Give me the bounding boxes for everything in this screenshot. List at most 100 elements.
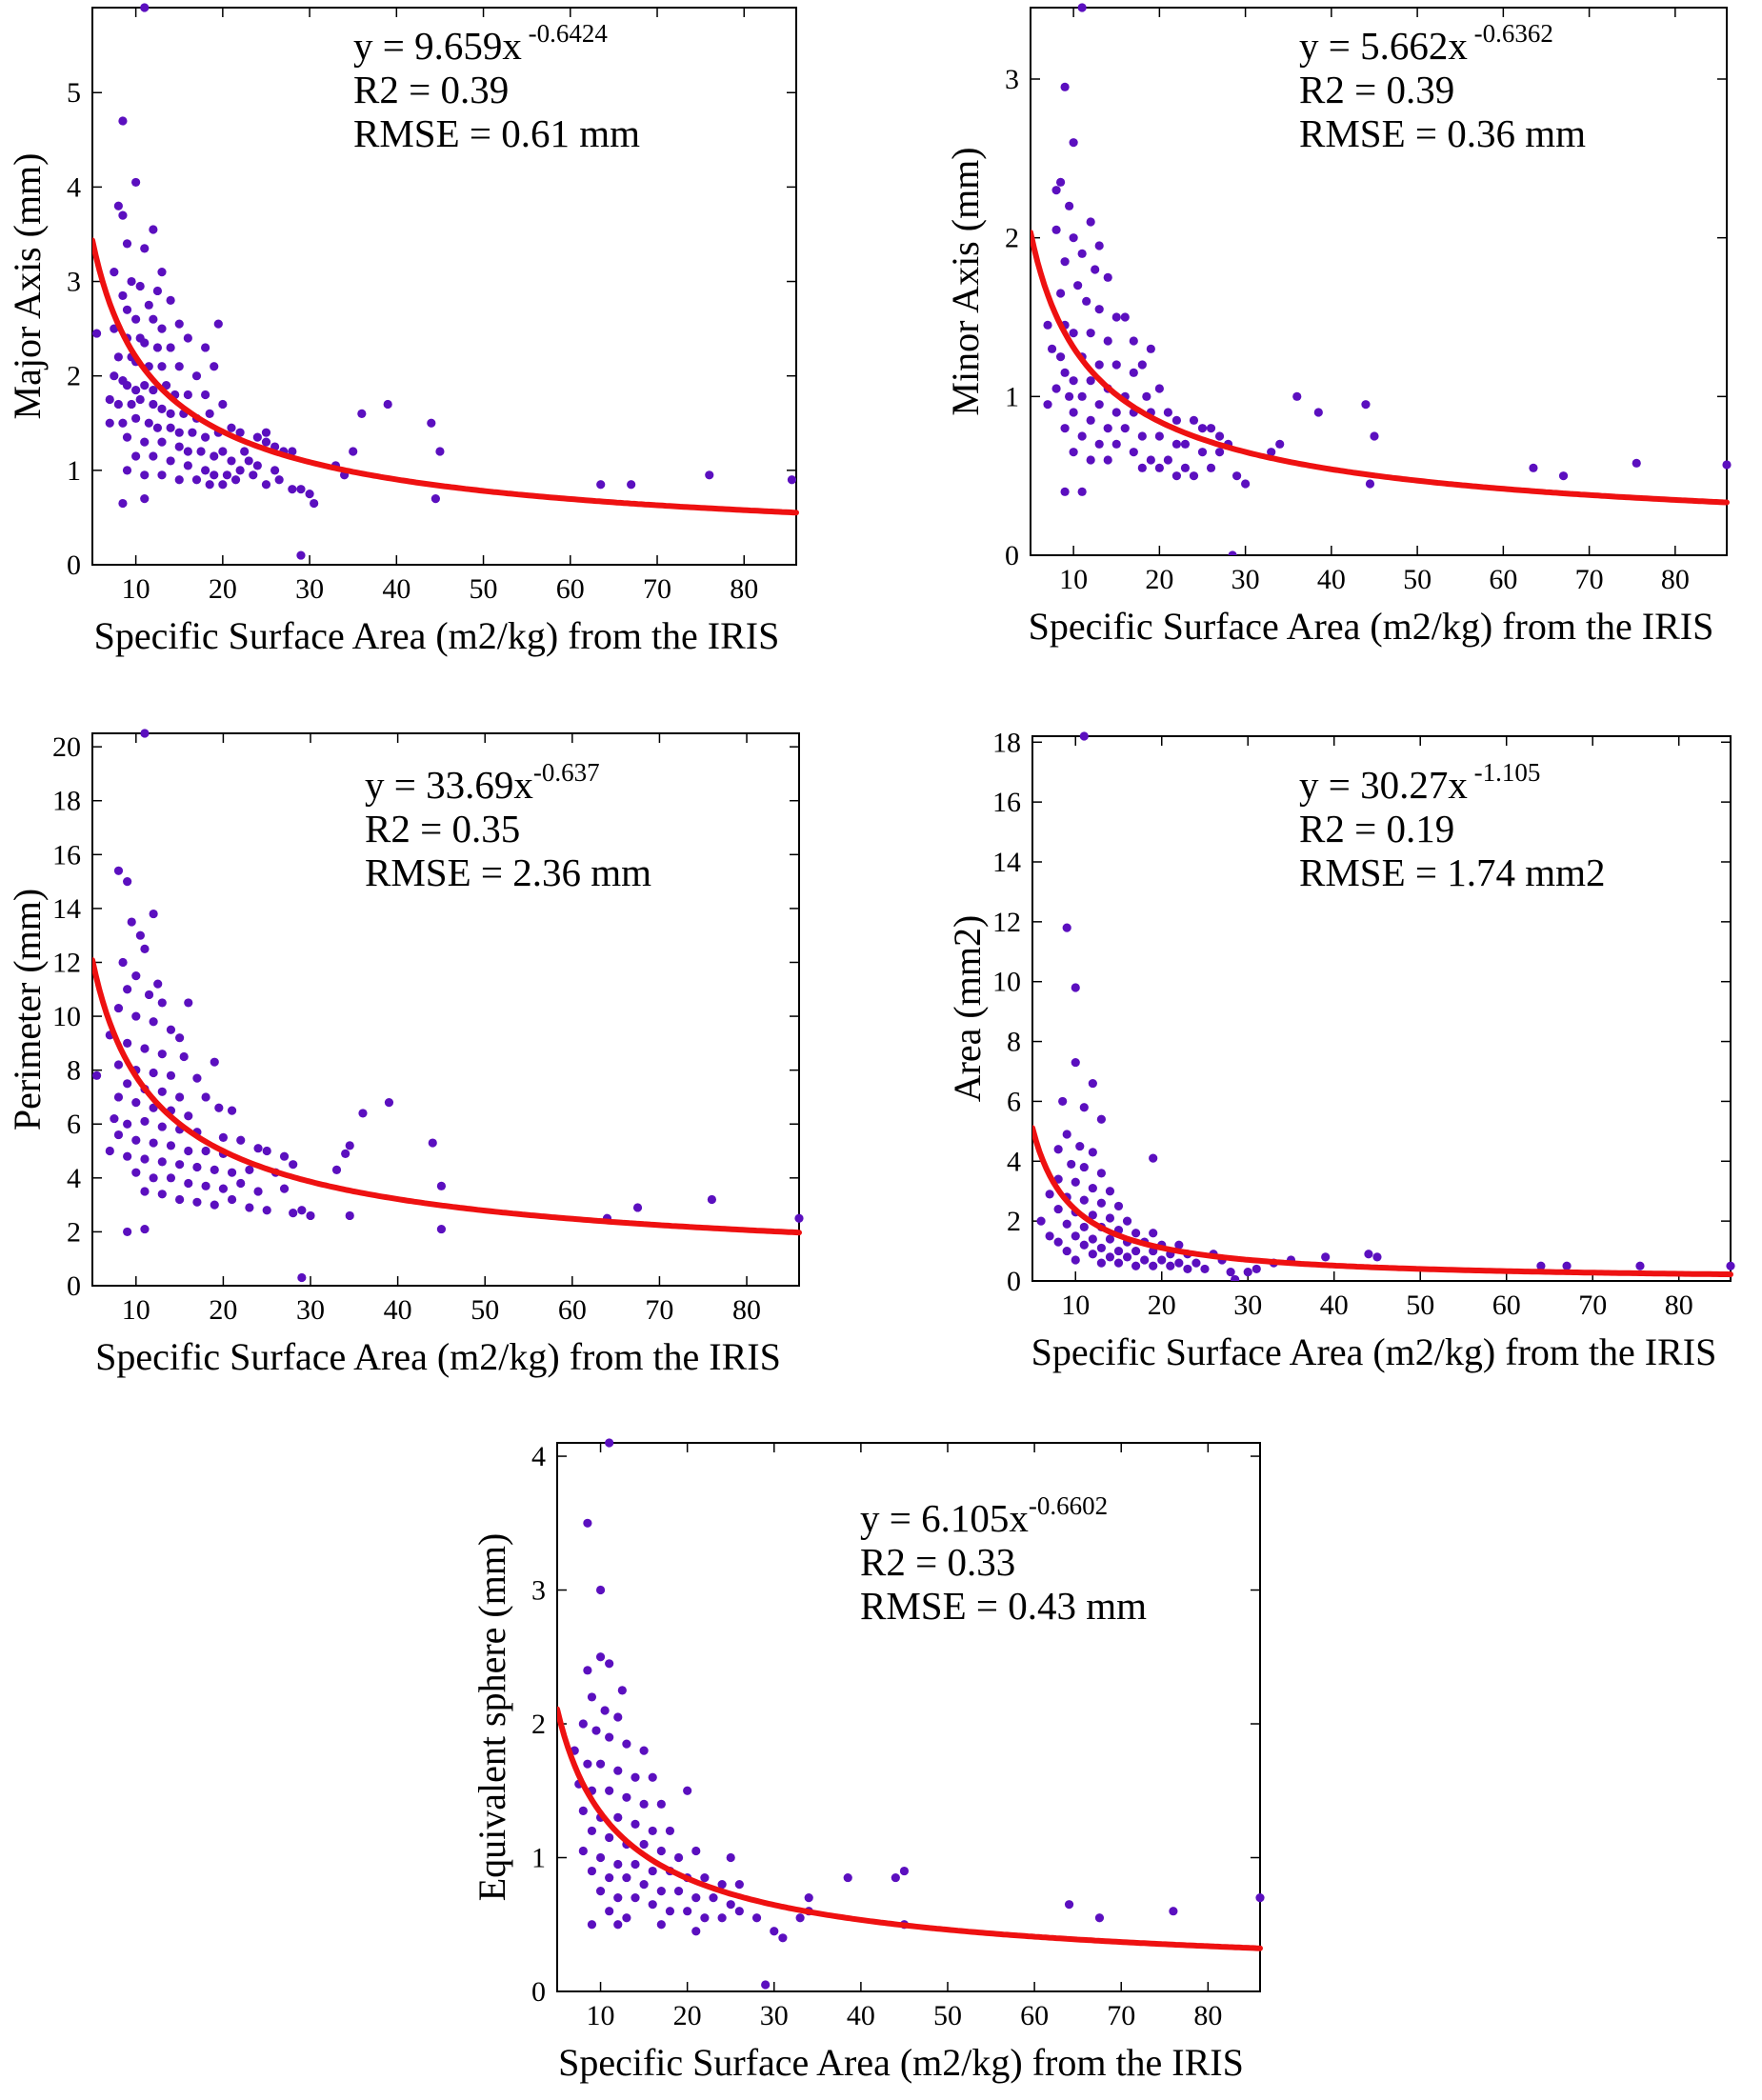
- data-point: [1129, 448, 1138, 457]
- data-point: [113, 399, 123, 410]
- data-point: [622, 1913, 631, 1923]
- data-point: [1131, 1246, 1141, 1256]
- data-point: [149, 909, 158, 919]
- y-tick-label: 4: [67, 1163, 81, 1194]
- fit-equation: y = 30.27x -1.105: [1299, 758, 1540, 807]
- data-point: [1174, 1258, 1184, 1268]
- data-point: [288, 447, 297, 456]
- x-axis-label: Specific Surface Area (m2/kg) from the I…: [1031, 1330, 1717, 1373]
- data-point: [210, 1165, 219, 1174]
- y-tick-label: 16: [52, 839, 81, 870]
- data-point: [1094, 305, 1104, 314]
- data-point: [92, 329, 102, 338]
- data-point: [152, 286, 163, 296]
- data-point: [1174, 1240, 1184, 1250]
- x-tick-label: 70: [643, 573, 671, 605]
- x-tick-label: 30: [295, 573, 324, 605]
- data-point: [218, 447, 228, 456]
- data-point: [1036, 1216, 1046, 1226]
- data-point: [157, 324, 167, 333]
- data-point: [578, 1806, 588, 1815]
- data-point: [131, 1098, 141, 1108]
- data-point: [184, 1178, 193, 1189]
- data-point: [123, 877, 132, 887]
- fit-equation-exponent: -0.637: [533, 758, 600, 787]
- data-point: [770, 1927, 779, 1936]
- panel-area: 10 20 30 40 50 60 70 80 0 2 4 6 8 10 12 14 16 18 y = 30.27…: [943, 719, 1762, 1386]
- data-point: [673, 1887, 684, 1896]
- data-point: [1120, 424, 1130, 433]
- data-point: [144, 300, 153, 310]
- data-point: [166, 1141, 176, 1150]
- plot-area: [91, 732, 800, 1287]
- fit-equation: y = 5.662x -0.6362: [1299, 19, 1553, 68]
- fit-curve: [1031, 230, 1730, 506]
- rmse-value: RMSE = 0.43 mm: [860, 1584, 1147, 1628]
- data-point: [297, 1206, 307, 1215]
- data-point: [1105, 1252, 1115, 1262]
- data-point: [707, 1194, 716, 1205]
- x-tick-label: 80: [1665, 1290, 1693, 1321]
- data-point: [1060, 368, 1070, 377]
- data-point: [188, 428, 197, 437]
- data-point: [110, 371, 119, 381]
- data-point: [1206, 424, 1216, 433]
- plot-area: [1030, 7, 1728, 556]
- data-point: [358, 1109, 368, 1118]
- data-point: [1071, 1177, 1080, 1187]
- data-point: [140, 729, 150, 738]
- fit-equation-base: y = 6.105x: [860, 1496, 1029, 1540]
- data-point: [430, 493, 440, 504]
- y-axis-label: Minor Axis (mm): [944, 147, 987, 415]
- data-point: [1105, 1187, 1115, 1196]
- data-point: [1047, 344, 1057, 353]
- data-point: [105, 394, 114, 405]
- data-point: [734, 1907, 744, 1916]
- fit-curve: [557, 1706, 1263, 1951]
- data-point: [1055, 177, 1066, 187]
- scatter-points: [1043, 3, 1732, 555]
- data-point: [1055, 289, 1066, 298]
- data-point: [122, 432, 132, 442]
- data-point: [1051, 225, 1061, 234]
- data-point: [383, 399, 392, 410]
- data-point: [118, 290, 128, 301]
- data-point: [341, 1149, 350, 1158]
- data-point: [761, 1980, 771, 1990]
- data-point: [1113, 1201, 1124, 1211]
- data-point: [1171, 415, 1182, 425]
- data-point: [587, 1826, 597, 1836]
- data-point: [149, 451, 158, 461]
- data-point: [622, 1792, 631, 1802]
- fit-equation-exponent: -0.6362: [1468, 19, 1553, 48]
- data-point: [123, 1151, 132, 1161]
- data-point: [1086, 329, 1095, 338]
- y-tick-label: 1: [531, 1843, 546, 1874]
- data-point: [157, 1122, 167, 1131]
- x-tick-label: 10: [122, 573, 150, 605]
- plot-area: [556, 1442, 1261, 1992]
- data-point: [1091, 265, 1100, 274]
- data-point: [709, 1893, 718, 1903]
- data-point: [179, 1051, 189, 1062]
- data-point: [1053, 1237, 1063, 1247]
- y-tick-label: 20: [52, 731, 81, 763]
- data-point: [131, 1011, 141, 1021]
- data-point: [157, 268, 167, 277]
- data-point: [1094, 241, 1104, 250]
- data-point: [152, 423, 163, 432]
- data-point: [1137, 431, 1147, 441]
- x-tick-label: 40: [1317, 564, 1346, 595]
- data-point: [140, 1044, 150, 1053]
- data-point: [184, 1111, 193, 1121]
- data-point: [201, 432, 210, 442]
- data-point: [1079, 1222, 1089, 1232]
- data-point: [123, 1227, 132, 1237]
- fit-equation: y = 33.69x-0.637: [365, 758, 600, 807]
- data-point: [648, 1900, 657, 1910]
- data-point: [1562, 1261, 1572, 1270]
- data-point: [1197, 424, 1208, 433]
- data-point: [184, 998, 193, 1008]
- data-point: [166, 409, 175, 418]
- data-point: [253, 1187, 263, 1196]
